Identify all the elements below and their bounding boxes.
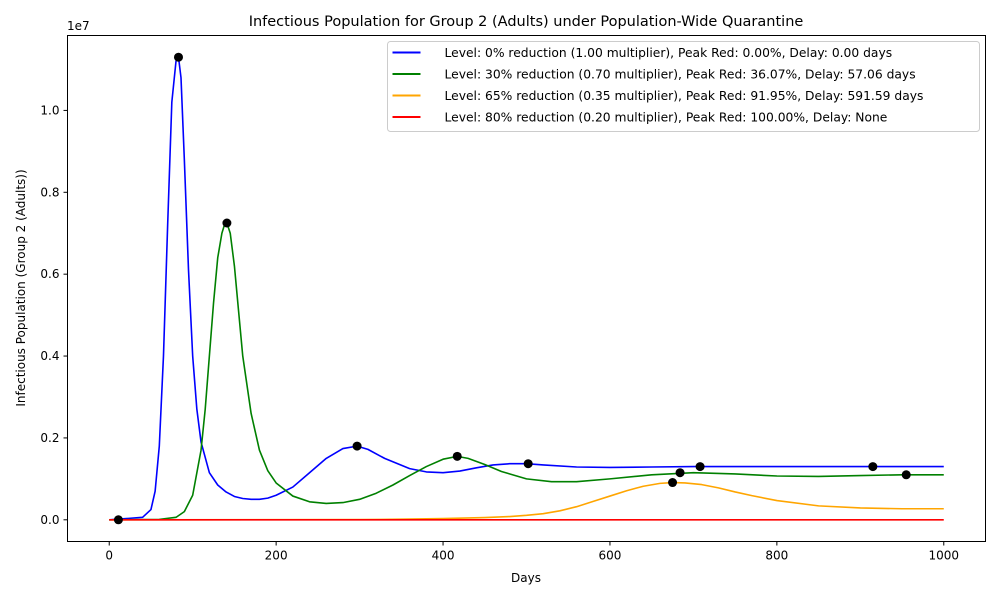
legend: Level: 0% reduction (1.00 multiplier), P… [387,41,980,132]
peak-marker-2 [173,52,183,62]
legend-label-1: Level: 0% reduction (1.00 multiplier), P… [445,46,893,60]
x-tick-label: 600 [599,549,622,563]
axes-frame [67,35,986,542]
y-tick-label: 1.0 [40,103,59,117]
y-axis-label: Infectious Population (Group 2 (Adults)) [14,169,28,406]
x-tick-label: 0 [105,549,113,563]
x-tick-label: 400 [432,549,455,563]
peak-marker-3 [222,218,232,228]
peak-marker-8 [675,468,685,478]
y-axis: 0.0 0.2 0.4 0.6 0.8 1.0 [40,103,68,527]
y-offset-label: 1e7 [67,19,90,33]
peak-marker-9 [695,462,705,472]
plot-area [109,52,944,525]
peak-marker-4 [352,441,362,451]
y-tick-label: 0.4 [40,349,59,363]
legend-label-4: Level: 80% reduction (0.20 multiplier), … [445,111,888,125]
y-tick-label: 0.6 [40,267,59,281]
peak-marker-1 [113,515,123,525]
peak-marker-6 [523,459,533,469]
legend-box [387,41,980,132]
legend-label-3: Level: 65% reduction (0.35 multiplier), … [445,89,924,103]
x-tick-label: 200 [265,549,288,563]
x-tick-label: 1000 [928,549,959,563]
legend-label-2: Level: 30% reduction (0.70 multiplier), … [445,68,916,82]
series-line-3 [109,481,944,521]
peak-marker-11 [901,470,911,480]
peak-marker-5 [452,451,462,461]
x-axis-label: Days [511,571,541,585]
x-tick-label: 800 [765,549,788,563]
peak-marker-10 [868,462,878,472]
y-tick-label: 0.0 [40,513,59,527]
y-tick-label: 0.8 [40,185,59,199]
series-line-2 [109,222,944,521]
y-tick-label: 0.2 [40,431,59,445]
chart-title: Infectious Population for Group 2 (Adult… [249,14,804,30]
peak-marker-7 [668,478,678,488]
x-axis: 0 200 400 600 800 1000 [105,541,959,563]
